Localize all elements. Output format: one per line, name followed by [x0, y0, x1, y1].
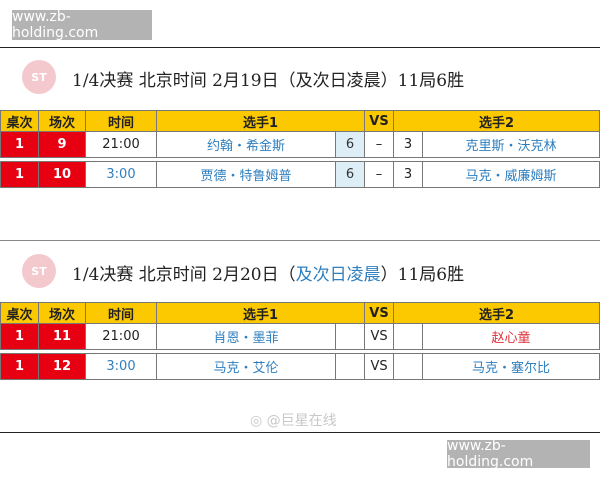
- schedule-table: 桌次 场次 时间 选手1 VS 选手2 1 11 21:00 肖恩・墨菲 VS 赵心童 1 12 3:0…: [0, 302, 600, 380]
- table-row: 1 10 3:00 贾德・特鲁姆普 6–3 马克・威廉姆斯: [0, 161, 600, 188]
- watermark-bottom: www.zb-holding.com: [447, 438, 590, 470]
- watermark-top: www.zb-holding.com: [12, 9, 152, 41]
- table-row: 1 11 21:00 肖恩・墨菲 VS 赵心童: [0, 323, 600, 350]
- divider: [0, 240, 600, 241]
- table-row: 1 9 21:00 约翰・希金斯 6–3 克里斯・沃克林: [0, 131, 600, 158]
- table-header: 桌次 场次 时间 选手1 VS 选手2: [0, 110, 600, 132]
- divider: [0, 432, 600, 433]
- divider: [0, 47, 600, 48]
- weibo-icon: ◎: [250, 413, 263, 429]
- table-row: 1 12 3:00 马克・艾伦 VS 马克・塞尔比: [0, 353, 600, 380]
- weibo-watermark: ◎ @巨星在线: [250, 413, 337, 429]
- table-header: 桌次 场次 时间 选手1 VS 选手2: [0, 302, 600, 324]
- logo: ST: [22, 60, 56, 94]
- section-title: 1/4决赛 北京时间 2月20日（及次日凌晨）11局6胜: [72, 265, 465, 285]
- logo: ST: [22, 254, 56, 288]
- section-title: 1/4决赛 北京时间 2月19日（及次日凌晨）11局6胜: [72, 71, 465, 91]
- schedule-table: 桌次 场次 时间 选手1 VS 选手2 1 9 21:00 约翰・希金斯 6–3 克里斯・沃克林 1…: [0, 110, 600, 188]
